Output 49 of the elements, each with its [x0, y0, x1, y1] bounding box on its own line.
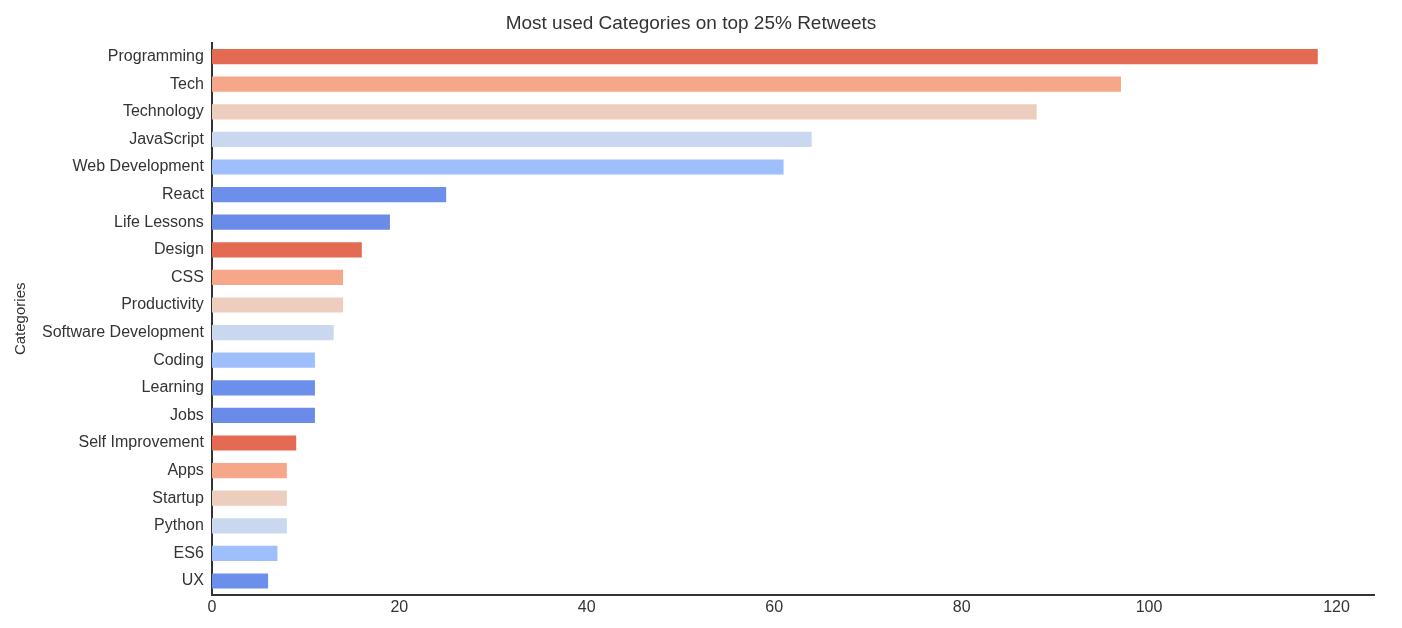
bar	[211, 463, 287, 479]
x-tick-label: 0	[207, 597, 217, 615]
y-tick-label: CSS	[170, 267, 204, 285]
bar	[211, 159, 784, 175]
y-tick-label: Design	[154, 240, 204, 258]
y-tick-label: UX	[181, 571, 205, 589]
y-tick-label: Python	[154, 516, 204, 534]
x-tick-label: 80	[952, 597, 971, 615]
bar	[211, 490, 287, 506]
x-tick-label: 100	[1135, 597, 1163, 615]
x-tick-label: 40	[577, 597, 596, 615]
y-tick-label: Self Improvement	[78, 433, 205, 451]
y-tick-label: Technology	[122, 102, 204, 120]
bar	[211, 269, 344, 285]
x-tick-label: 120	[1323, 597, 1350, 615]
x-tick-label: 20	[390, 597, 409, 615]
bar	[211, 435, 297, 451]
y-tick-label: Productivity	[121, 295, 204, 313]
bar	[211, 297, 344, 313]
y-tick-label: Life Lessons	[114, 212, 204, 230]
x-tick-label: 60	[765, 597, 784, 615]
bar	[211, 407, 315, 423]
bar	[211, 545, 278, 561]
y-tick-label: Learning	[141, 378, 204, 396]
y-tick-label: Jobs	[170, 405, 204, 423]
bar	[211, 104, 1037, 120]
bar	[211, 187, 447, 203]
y-tick-label: Coding	[153, 350, 204, 368]
y-tick-label: React	[162, 185, 205, 203]
y-tick-label: Tech	[170, 74, 204, 92]
y-tick-label: Programming	[107, 47, 204, 65]
bar	[211, 131, 812, 147]
y-tick-label: JavaScript	[129, 129, 205, 147]
bar	[211, 49, 1318, 65]
y-tick-label: ES6	[173, 543, 204, 561]
chart-title: Most used Categories on top 25% Retweets	[505, 11, 877, 33]
y-axis-title: Categories	[11, 282, 29, 356]
y-tick-label: Software Development	[42, 323, 205, 341]
bar	[211, 518, 287, 534]
y-tick-label: Web Development	[72, 157, 205, 175]
bar	[211, 214, 390, 230]
bar	[211, 325, 334, 341]
bar	[211, 573, 269, 589]
y-tick-label: Apps	[167, 461, 204, 479]
bar	[211, 242, 362, 258]
bar	[211, 380, 315, 396]
bar	[211, 352, 315, 368]
y-tick-label: Startup	[152, 488, 204, 506]
bar	[211, 76, 1121, 92]
